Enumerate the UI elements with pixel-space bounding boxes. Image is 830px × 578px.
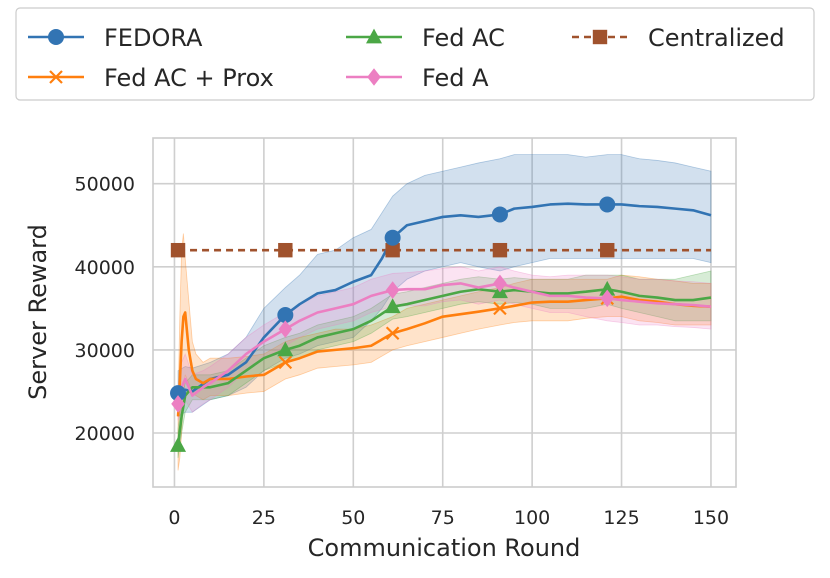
x-tick-label: 100 — [514, 507, 550, 529]
x-tick-label: 0 — [168, 507, 180, 529]
marker-fed-a — [493, 274, 507, 293]
y-axis: 20000 30000 40000 50000 — [75, 174, 135, 445]
marker-fedora — [599, 196, 616, 213]
band-fed-a — [177, 266, 712, 421]
marker-fed-a — [278, 320, 293, 338]
y-axis-title: Server Reward — [24, 224, 52, 400]
marker-fed-a — [600, 289, 615, 308]
plot-area — [153, 138, 736, 487]
x-tick-label: 125 — [603, 507, 639, 529]
x-tick-label: 150 — [693, 507, 729, 529]
plot-border — [152, 137, 737, 488]
legend-label: Fed A — [422, 64, 489, 92]
legend-items: FEDORA Fed AC + Prox Fed AC Fed A Centralize… — [28, 24, 785, 92]
marker-centralized — [170, 242, 186, 258]
marker-fedora — [384, 229, 401, 246]
x-axis: 0 25 50 75 100 125 150 — [168, 507, 729, 529]
marker-fed-ac-prox — [385, 326, 400, 341]
legend-label: FEDORA — [104, 24, 203, 52]
legend-item-centralized: Centralized — [572, 24, 785, 52]
marker-fedora — [277, 306, 294, 323]
legend-item-fed-ac-prox: Fed AC + Prox — [28, 64, 274, 92]
line-fed-ac — [176, 287, 712, 446]
marker-centralized — [278, 242, 293, 258]
band-fedora — [177, 154, 712, 418]
legend-label: Fed AC + Prox — [104, 64, 274, 92]
marker-fedora — [170, 385, 187, 402]
legend-marker-square — [592, 29, 608, 45]
marker-fed-ac-prox — [278, 355, 293, 370]
marker-centralized — [600, 242, 615, 258]
marker-fed-ac-prox — [493, 301, 507, 316]
marker-fed-ac — [384, 298, 401, 314]
x-tick-label: 25 — [252, 507, 276, 529]
series-lines — [176, 202, 712, 446]
plot-frame — [152, 137, 737, 488]
marker-fed-ac — [599, 280, 616, 296]
x-tick-label: 50 — [341, 507, 365, 529]
x-axis-title: Communication Round — [308, 534, 581, 562]
legend-item-fedora: FEDORA — [28, 24, 203, 52]
legend-marker-x — [49, 70, 63, 84]
line-fed-a — [176, 282, 712, 405]
x-tick-label: 75 — [431, 507, 455, 529]
legend-label: Fed AC — [422, 24, 505, 52]
marker-fed-ac — [277, 341, 294, 357]
plot-background — [153, 138, 736, 487]
y-tick-label: 50000 — [75, 174, 135, 196]
legend-marker-triangle — [366, 28, 382, 44]
legend-item-fed-a: Fed A — [346, 64, 489, 92]
y-tick-label: 20000 — [75, 423, 135, 445]
legend-label: Centralized — [648, 24, 785, 52]
marker-fedora — [491, 206, 508, 223]
legend-marker-circle — [48, 29, 64, 45]
legend-marker-diamond — [367, 68, 381, 86]
series-markers — [170, 196, 616, 452]
y-tick-label: 40000 — [75, 257, 135, 279]
y-tick-label: 30000 — [75, 340, 135, 362]
legend-item-fed-ac: Fed AC — [346, 24, 505, 52]
line-fedora — [177, 202, 712, 395]
legend-frame — [15, 7, 815, 101]
marker-fed-a — [171, 395, 185, 413]
marker-centralized — [385, 242, 400, 258]
legend: FEDORA Fed AC + Prox Fed AC Fed A Centralize… — [15, 7, 815, 101]
marker-fed-a — [385, 281, 400, 299]
marker-centralized — [492, 242, 508, 258]
marker-fed-ac — [170, 437, 187, 452]
